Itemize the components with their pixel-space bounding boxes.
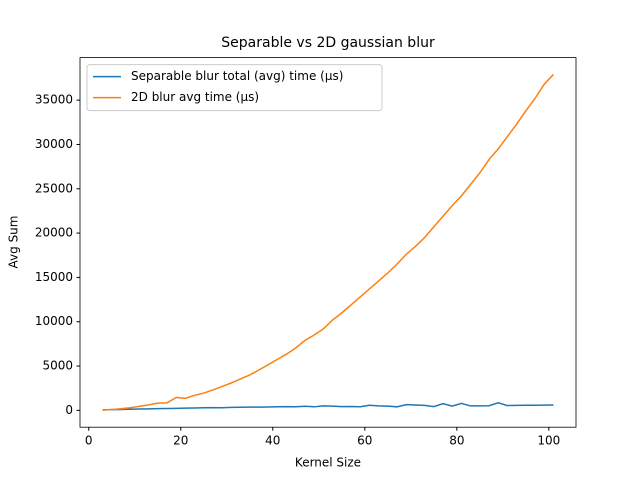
- y-tick-label: 15000: [35, 270, 73, 284]
- data-line: [102, 402, 554, 411]
- y-tick-label: 35000: [35, 93, 73, 107]
- y-tick-label: 5000: [42, 359, 73, 373]
- y-tick-label: 20000: [35, 226, 73, 240]
- x-tick-label: 100: [537, 434, 560, 448]
- y-axis-label: Avg Sum: [7, 216, 21, 269]
- legend-box: [86, 64, 383, 112]
- chart-title: Separable vs 2D gaussian blur: [221, 35, 435, 51]
- x-tick-label: 20: [173, 434, 188, 448]
- data-line: [102, 73, 554, 411]
- legend-label: Separable blur total (avg) time (µs): [131, 69, 343, 83]
- legend-label: 2D blur avg time (µs): [131, 90, 259, 104]
- y-tick-label: 10000: [35, 314, 73, 328]
- x-tick-label: 60: [357, 434, 372, 448]
- x-tick-label: 40: [265, 434, 280, 448]
- plot-frame: [79, 57, 577, 428]
- y-tick-label: 25000: [35, 181, 73, 195]
- x-tick-label: 80: [449, 434, 464, 448]
- y-tick-label: 0: [65, 403, 73, 417]
- x-axis-label: Kernel Size: [295, 456, 361, 470]
- y-tick-label: 30000: [35, 137, 73, 151]
- x-tick-label: 0: [85, 434, 93, 448]
